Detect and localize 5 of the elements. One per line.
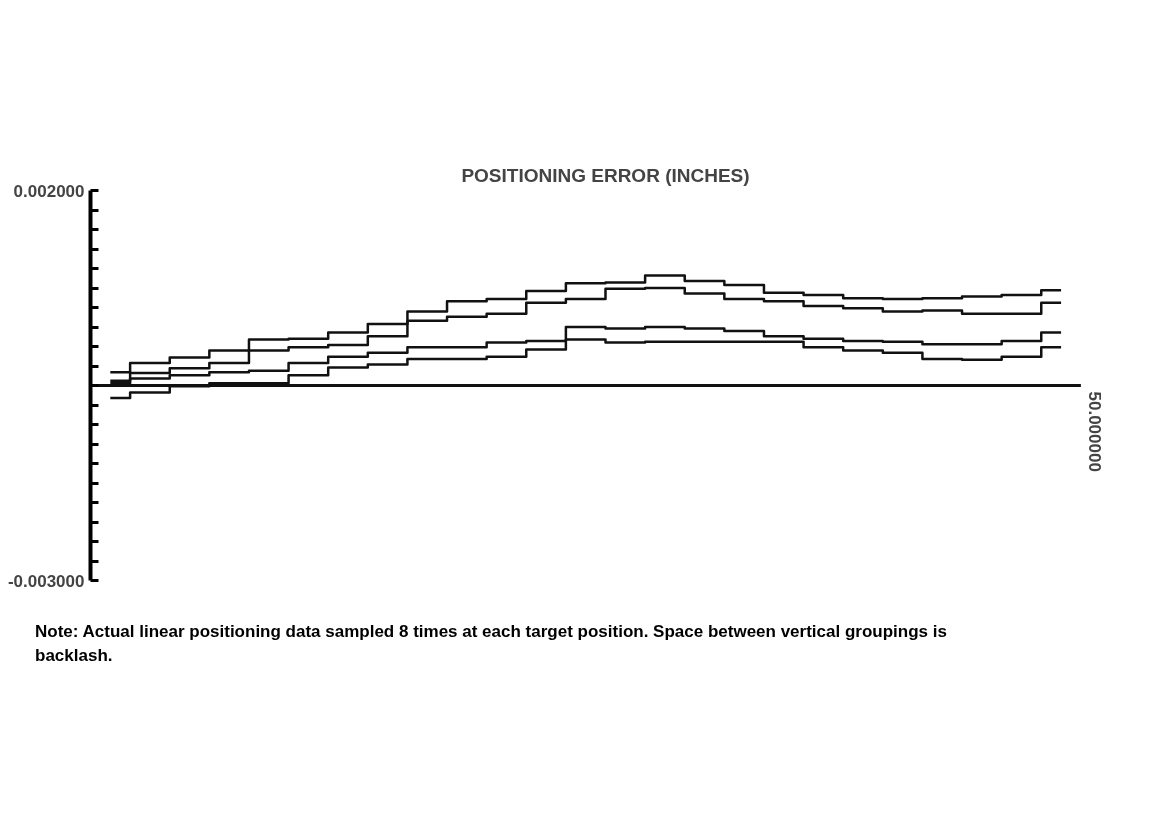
text: 50.000000	[1084, 391, 1104, 472]
chart-title: POSITIONING ERROR (INCHES)	[461, 164, 750, 186]
y-tick-label: 0.002000	[13, 181, 85, 201]
text: Note: Actual linear positioning data sampled 8 times at each target position. Space between vertical groupings is backlash.	[35, 621, 948, 668]
y-tick-label: -0.003000	[7, 571, 85, 591]
